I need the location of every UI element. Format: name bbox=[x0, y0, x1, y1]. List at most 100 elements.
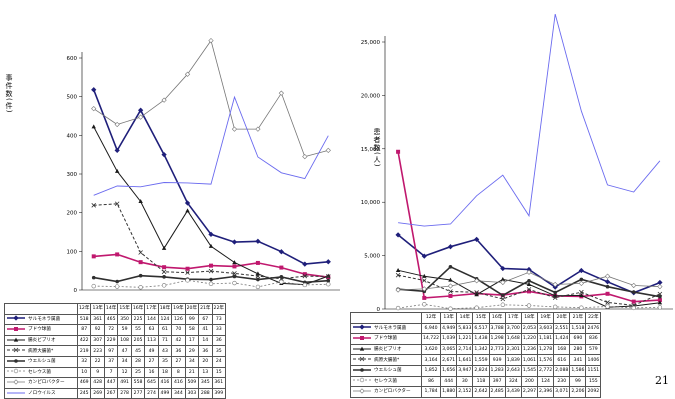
left-y-axis-label: 事件数(件) bbox=[5, 74, 13, 114]
category-label: 16年 bbox=[488, 312, 506, 324]
cereus-point bbox=[500, 302, 506, 307]
salmonella-point bbox=[161, 152, 167, 158]
welchii-point bbox=[115, 279, 119, 284]
data-label: 3,947 bbox=[456, 364, 474, 377]
vibrio-point bbox=[422, 273, 427, 278]
grape-point bbox=[302, 272, 307, 277]
ecoli-point bbox=[185, 270, 190, 275]
data-label: 42 bbox=[171, 334, 186, 347]
series-ecoli bbox=[91, 201, 331, 282]
data-label: 1,220 bbox=[520, 333, 539, 345]
data-label: 1,656 bbox=[440, 364, 458, 377]
campylobacter-point bbox=[138, 114, 144, 120]
data-label: 1,181 bbox=[537, 333, 555, 345]
category-label: 13年 bbox=[440, 312, 458, 324]
cereus-point bbox=[552, 304, 558, 310]
grape-point bbox=[396, 149, 401, 154]
legend-entry-welchii: ウエルシュ菌 bbox=[350, 364, 422, 377]
data-label: 17 bbox=[184, 334, 200, 347]
cereus-point bbox=[161, 283, 167, 288]
legend-cereus-point bbox=[359, 378, 365, 383]
data-label: 18 bbox=[157, 366, 173, 379]
vibrio-point bbox=[255, 271, 261, 276]
category-label: 14年 bbox=[456, 312, 474, 324]
legend-entry-cereus: セレウス菌 bbox=[4, 366, 78, 379]
salmonella-point bbox=[231, 239, 238, 245]
cereus-point bbox=[579, 305, 584, 310]
grape-point bbox=[162, 265, 167, 270]
cereus-point bbox=[279, 279, 284, 285]
patient-count-table: 12年 13年 14年 15年 16年 17年 18年 19年 20年 21年 22年 サルモネラ属菌… bbox=[350, 312, 602, 398]
data-label: 267 bbox=[103, 387, 119, 399]
cereus-point bbox=[526, 303, 532, 308]
series-line-salmonella bbox=[92, 89, 329, 265]
ecoli-point bbox=[579, 289, 584, 295]
vibrio-point bbox=[185, 208, 190, 213]
table-row: ブドウ球菌 14,722 1,039 1,221 1,438 1,298 1,648 1,22… bbox=[350, 333, 602, 345]
data-label: 113 bbox=[144, 334, 159, 347]
data-label: 16 bbox=[144, 366, 159, 379]
legend-entry-ecoli: 病原大腸菌* bbox=[4, 345, 78, 357]
legend-entry-salmonella: サルモネラ属菌 bbox=[4, 313, 78, 326]
category-label: 12年 bbox=[420, 312, 442, 324]
data-label: 36 bbox=[198, 345, 213, 357]
table-corner bbox=[4, 303, 78, 315]
ecoli-point bbox=[114, 201, 120, 207]
campylobacter-point bbox=[657, 284, 663, 290]
data-label: 35 bbox=[211, 345, 227, 357]
data-label: 2,643 bbox=[504, 364, 522, 377]
data-label: 2,824 bbox=[472, 364, 490, 377]
salmonella-point bbox=[604, 279, 611, 285]
campylobacter-point bbox=[184, 71, 191, 77]
cereus-point bbox=[631, 305, 636, 311]
category-label: 19年 bbox=[537, 312, 555, 324]
data-label: 2,206 bbox=[569, 386, 587, 398]
category-label: 19年 bbox=[171, 303, 186, 315]
y-tick-label: 0 bbox=[377, 307, 381, 313]
y-tick-label: 15,000 bbox=[361, 147, 381, 153]
legend-swatch bbox=[6, 337, 26, 343]
legend-entry-welchii: ウエルシュ菌 bbox=[4, 355, 78, 368]
data-label: 2,088 bbox=[553, 364, 571, 377]
legend-grape-point bbox=[14, 326, 18, 331]
series-norovirus bbox=[93, 95, 329, 196]
category-label: 22年 bbox=[585, 312, 602, 324]
series-line-campylobacter bbox=[93, 39, 329, 158]
vibrio-point bbox=[161, 245, 167, 250]
ecoli-point bbox=[421, 278, 427, 283]
legend-grape-point bbox=[360, 335, 364, 340]
legend-salmonella-point bbox=[359, 324, 365, 331]
data-label: 1,039 bbox=[440, 333, 458, 345]
grape-point bbox=[232, 264, 237, 269]
legend-entry-ecoli: 病原大腸菌* bbox=[350, 354, 422, 366]
data-label: 7 bbox=[103, 366, 119, 379]
series-name: ブドウ球菌 bbox=[28, 327, 51, 333]
data-label: 32 bbox=[76, 355, 92, 368]
ecoli-point bbox=[448, 289, 453, 294]
category-label: 14年 bbox=[103, 303, 119, 315]
data-label: 2092 bbox=[585, 386, 602, 398]
data-label: 350 bbox=[117, 313, 132, 326]
data-label: 29 bbox=[184, 345, 200, 357]
welchii-point bbox=[256, 277, 260, 282]
data-label: 3,700 bbox=[504, 322, 522, 335]
campylobacter-point bbox=[578, 280, 584, 287]
legend-ecoli-point bbox=[13, 347, 19, 353]
ecoli-point bbox=[395, 272, 401, 278]
data-label: 168 bbox=[553, 343, 571, 356]
data-label: 108 bbox=[117, 334, 132, 347]
welchii-point bbox=[91, 275, 96, 280]
data-label: 1,545 bbox=[520, 364, 539, 377]
data-label: 22 bbox=[90, 355, 105, 368]
data-label: 361 bbox=[211, 377, 227, 389]
data-label: 1,342 bbox=[472, 343, 490, 356]
salmonella-point bbox=[91, 87, 97, 93]
data-label: 223 bbox=[90, 345, 105, 357]
series-name: 腸炎ビブリオ bbox=[28, 338, 56, 344]
data-label: 35 bbox=[157, 355, 173, 368]
vibrio-point bbox=[474, 292, 479, 297]
data-label: 2,642 bbox=[472, 386, 490, 398]
table-row: カンピロバクター 1,784 1,880 2,152 2,642 2,485 3,439 2,… bbox=[350, 386, 602, 398]
data-label: 55 bbox=[130, 324, 146, 336]
y-tick-label: 25,000 bbox=[361, 40, 381, 46]
